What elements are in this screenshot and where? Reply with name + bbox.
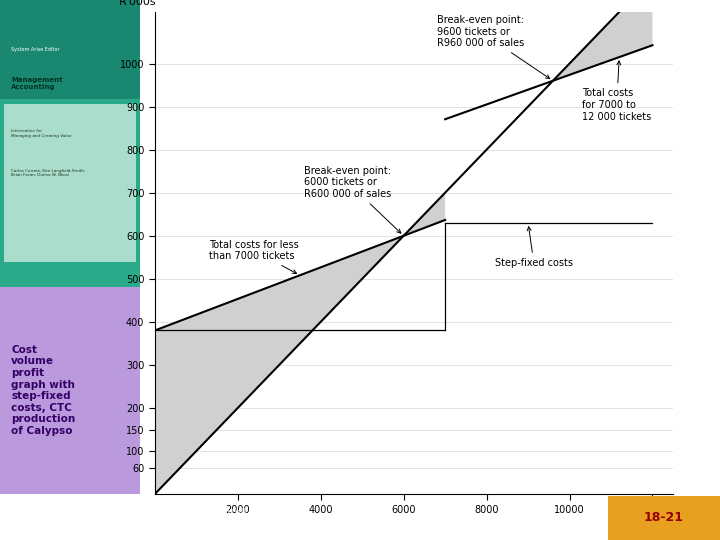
Text: Cost
volume
profit
graph with
step-fixed
costs, CTC
production
of Calypso: Cost volume profit graph with step-fixed… bbox=[12, 345, 76, 436]
Polygon shape bbox=[404, 193, 445, 236]
Text: Break-even point:
6000 tickets or
R600 000 of sales: Break-even point: 6000 tickets or R600 0… bbox=[304, 166, 401, 233]
Text: Sales
volume
(tickets
sold): Sales volume (tickets sold) bbox=[678, 514, 712, 540]
Text: Total revenue: Total revenue bbox=[0, 539, 1, 540]
Text: Total costs for less
than 7000 tickets: Total costs for less than 7000 tickets bbox=[209, 240, 299, 273]
Bar bbox=[608, 496, 720, 540]
Text: R'000s: R'000s bbox=[119, 0, 156, 7]
Text: Break-even point:
9600 tickets or
R960 000 of sales: Break-even point: 9600 tickets or R960 0… bbox=[437, 15, 550, 79]
Text: 18-21: 18-21 bbox=[644, 511, 684, 524]
Polygon shape bbox=[553, 0, 652, 81]
Text: Management
Accounting: Management Accounting bbox=[12, 78, 63, 91]
Bar bbox=[4, 104, 136, 262]
Text: Total costs
for 7000 to
12 000 tickets: Total costs for 7000 to 12 000 tickets bbox=[582, 61, 651, 122]
Text: Carlos Correia, Kim Langfield-Smith,
Brian Foran, Donna W. Nkosi: Carlos Correia, Kim Langfield-Smith, Bri… bbox=[12, 168, 86, 177]
Text: Copyright ● 2008 McGraw-Hill
PPTs t/a Management Accounting: Information for man: Copyright ● 2008 McGraw-Hill PPTs t/a Ma… bbox=[140, 508, 432, 528]
Bar bbox=[0, 0, 140, 287]
Polygon shape bbox=[155, 236, 404, 494]
Text: System Arise Editor: System Arise Editor bbox=[12, 47, 60, 52]
Bar bbox=[0, 287, 140, 494]
Text: Step-fixed costs: Step-fixed costs bbox=[495, 227, 573, 268]
Bar bbox=[0, 0, 140, 99]
Text: Information for
Managing and Creating Value: Information for Managing and Creating Va… bbox=[12, 129, 72, 138]
